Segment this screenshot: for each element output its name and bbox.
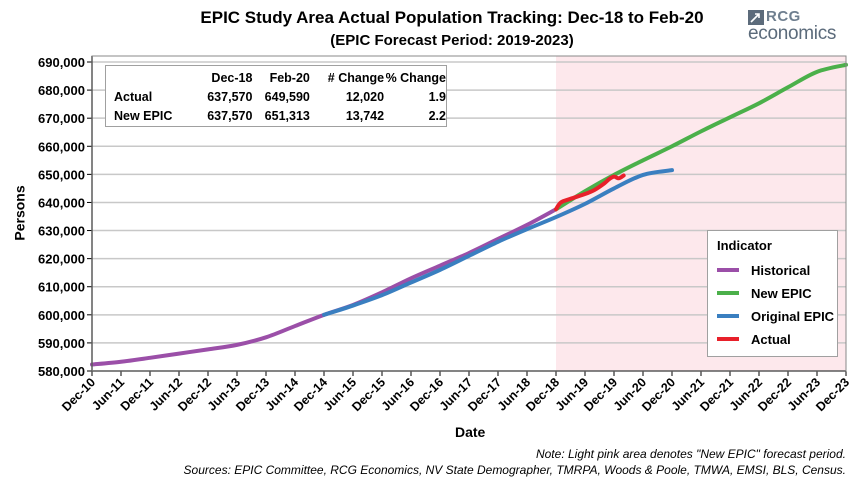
summary-header-pct-change: % Change bbox=[385, 70, 446, 85]
summary-table-header: Dec-18 Feb-20 # Change % Change bbox=[114, 68, 446, 87]
logo-arrow-icon bbox=[748, 10, 764, 25]
summary-table: Dec-18 Feb-20 # Change % Change Actual 6… bbox=[105, 65, 447, 127]
legend-swatch bbox=[717, 337, 739, 341]
legend-item-actual: Actual bbox=[717, 330, 791, 348]
table-row: New EPIC 637,570 651,313 13,742 2.2 bbox=[114, 106, 446, 125]
series-line-new-epic bbox=[554, 62, 848, 212]
cell-dec18: 637,570 bbox=[207, 89, 253, 104]
x-tick-label: Dec-23 bbox=[813, 375, 852, 414]
y-tick-label: 680,000 bbox=[38, 83, 85, 98]
series-line-actual bbox=[554, 173, 626, 212]
y-tick-label: 590,000 bbox=[38, 336, 85, 351]
y-tick-label: 610,000 bbox=[38, 280, 85, 295]
cell-feb20: 651,313 bbox=[264, 108, 310, 123]
legend-item-original-epic: Original EPIC bbox=[717, 307, 834, 325]
legend-label: New EPIC bbox=[751, 285, 812, 301]
chart-subtitle: (EPIC Forecast Period: 2019-2023) bbox=[330, 32, 574, 49]
legend-label: Historical bbox=[751, 262, 811, 278]
x-tick-label: Dec-10 bbox=[59, 375, 98, 414]
cell-pct: 2.2 bbox=[428, 108, 446, 123]
y-tick-label: 650,000 bbox=[38, 167, 85, 182]
row-label: New EPIC bbox=[114, 108, 173, 123]
row-label: Actual bbox=[114, 89, 153, 104]
y-axis-ticks: 580,000 590,000 600,000 610,000 620,000 630,0… bbox=[38, 55, 92, 379]
y-tick-label: 640,000 bbox=[38, 195, 85, 210]
cell-dec18: 637,570 bbox=[207, 108, 253, 123]
chart-legend: Indicator Historical New EPIC Original E… bbox=[707, 230, 838, 357]
rcg-economics-logo: RCG economics bbox=[748, 8, 848, 50]
x-axis-title: Date bbox=[455, 424, 486, 440]
cell-pct: 1.9 bbox=[428, 89, 446, 104]
logo-text-economics: economics bbox=[748, 23, 837, 44]
y-tick-label: 630,000 bbox=[38, 224, 85, 239]
cell-change: 13,742 bbox=[345, 108, 385, 123]
legend-item-new-epic: New EPIC bbox=[717, 284, 812, 302]
series-lines bbox=[90, 62, 848, 367]
cell-change: 12,020 bbox=[345, 89, 385, 104]
y-axis-title: Persons bbox=[11, 185, 28, 241]
legend-swatch bbox=[717, 268, 739, 272]
summary-header-blank bbox=[114, 68, 193, 87]
legend-label: Original EPIC bbox=[751, 308, 835, 324]
legend-title: Indicator bbox=[717, 238, 772, 253]
y-tick-label: 690,000 bbox=[38, 55, 85, 70]
logo-text-rcg: RCG bbox=[766, 8, 801, 25]
legend-item-historical: Historical bbox=[717, 261, 810, 279]
cell-feb20: 649,590 bbox=[264, 89, 310, 104]
forecast-note: Note: Light pink area denotes "New EPIC"… bbox=[535, 447, 846, 461]
x-axis-ticks: Dec-10Jun-11Dec-11Jun-12Dec-12Jun-13Dec-… bbox=[59, 371, 852, 414]
legend-label: Actual bbox=[751, 331, 791, 347]
legend-swatch bbox=[717, 314, 739, 318]
sources-note: Sources: EPIC Committee, RCG Economics, … bbox=[183, 463, 846, 477]
y-tick-label: 660,000 bbox=[38, 139, 85, 154]
chart-title: EPIC Study Area Actual Population Tracki… bbox=[200, 8, 704, 27]
summary-header-change: # Change bbox=[327, 70, 385, 85]
series-line-original-epic bbox=[322, 168, 674, 317]
y-tick-label: 620,000 bbox=[38, 252, 85, 267]
table-row: Actual 637,570 649,590 12,020 1.9 bbox=[114, 87, 446, 106]
plot-frame bbox=[91, 55, 847, 372]
legend-swatch bbox=[717, 291, 739, 295]
summary-header-dec18: Dec-18 bbox=[211, 70, 253, 85]
summary-header-feb20: Feb-20 bbox=[269, 70, 310, 85]
y-tick-label: 600,000 bbox=[38, 308, 85, 323]
y-tick-label: 580,000 bbox=[38, 364, 85, 379]
y-tick-label: 670,000 bbox=[38, 111, 85, 126]
